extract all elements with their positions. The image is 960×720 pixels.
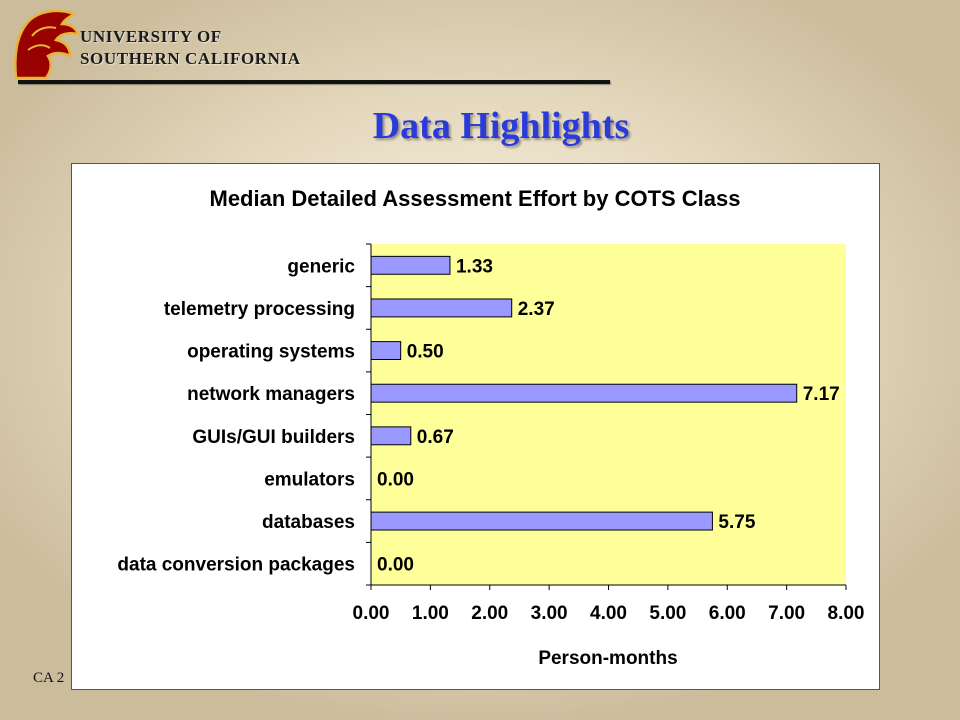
category-label: emulators: [264, 469, 355, 490]
x-tick-label: 8.00: [828, 603, 865, 624]
data-label: 2.37: [518, 299, 555, 320]
university-name-line2: SOUTHERN CALIFORNIA: [80, 49, 301, 68]
x-tick-label: 4.00: [590, 603, 627, 624]
x-tick-label: 7.00: [768, 603, 805, 624]
category-label: GUIs/GUI builders: [192, 427, 355, 448]
category-label: telemetry processing: [164, 299, 355, 320]
university-name-line1: UNIVERSITY OF: [80, 27, 222, 46]
x-tick-label: 1.00: [412, 603, 449, 624]
usc-trojan-logo: [14, 9, 80, 80]
bar: [370, 383, 798, 403]
category-label: databases: [262, 512, 355, 533]
bar: [370, 255, 451, 275]
chart-title: Median Detailed Assessment Effort by COT…: [210, 186, 741, 211]
data-label: 1.33: [456, 256, 493, 277]
category-label: network managers: [187, 384, 355, 405]
x-tick-label: 3.00: [531, 603, 568, 624]
bar: [370, 298, 513, 318]
data-label: 5.75: [718, 512, 755, 533]
bar: [370, 341, 402, 361]
category-label: generic: [287, 256, 355, 277]
x-axis-label: Person-months: [538, 648, 677, 669]
x-tick-label: 2.00: [471, 603, 508, 624]
chart-container: Median Detailed Assessment Effort by COT…: [71, 163, 880, 690]
bar: [370, 426, 412, 446]
x-tick-label: 5.00: [649, 603, 686, 624]
plot-area: [371, 244, 846, 585]
data-label: 0.50: [407, 342, 444, 363]
data-label: 0.00: [377, 469, 414, 490]
x-tick-label: 0.00: [353, 603, 390, 624]
x-tick-label: 6.00: [709, 603, 746, 624]
bar: [370, 511, 713, 531]
category-label: operating systems: [187, 342, 355, 363]
data-label: 0.67: [417, 427, 454, 448]
footer-text: CA 2: [33, 670, 65, 686]
data-label: 0.00: [377, 555, 414, 576]
slide-title: Data Highlights: [372, 105, 630, 147]
data-label: 7.17: [803, 384, 840, 405]
bar-chart: Median Detailed Assessment Effort by COT…: [117, 186, 865, 669]
header-divider: [18, 80, 610, 84]
category-label: data conversion packages: [117, 555, 355, 576]
